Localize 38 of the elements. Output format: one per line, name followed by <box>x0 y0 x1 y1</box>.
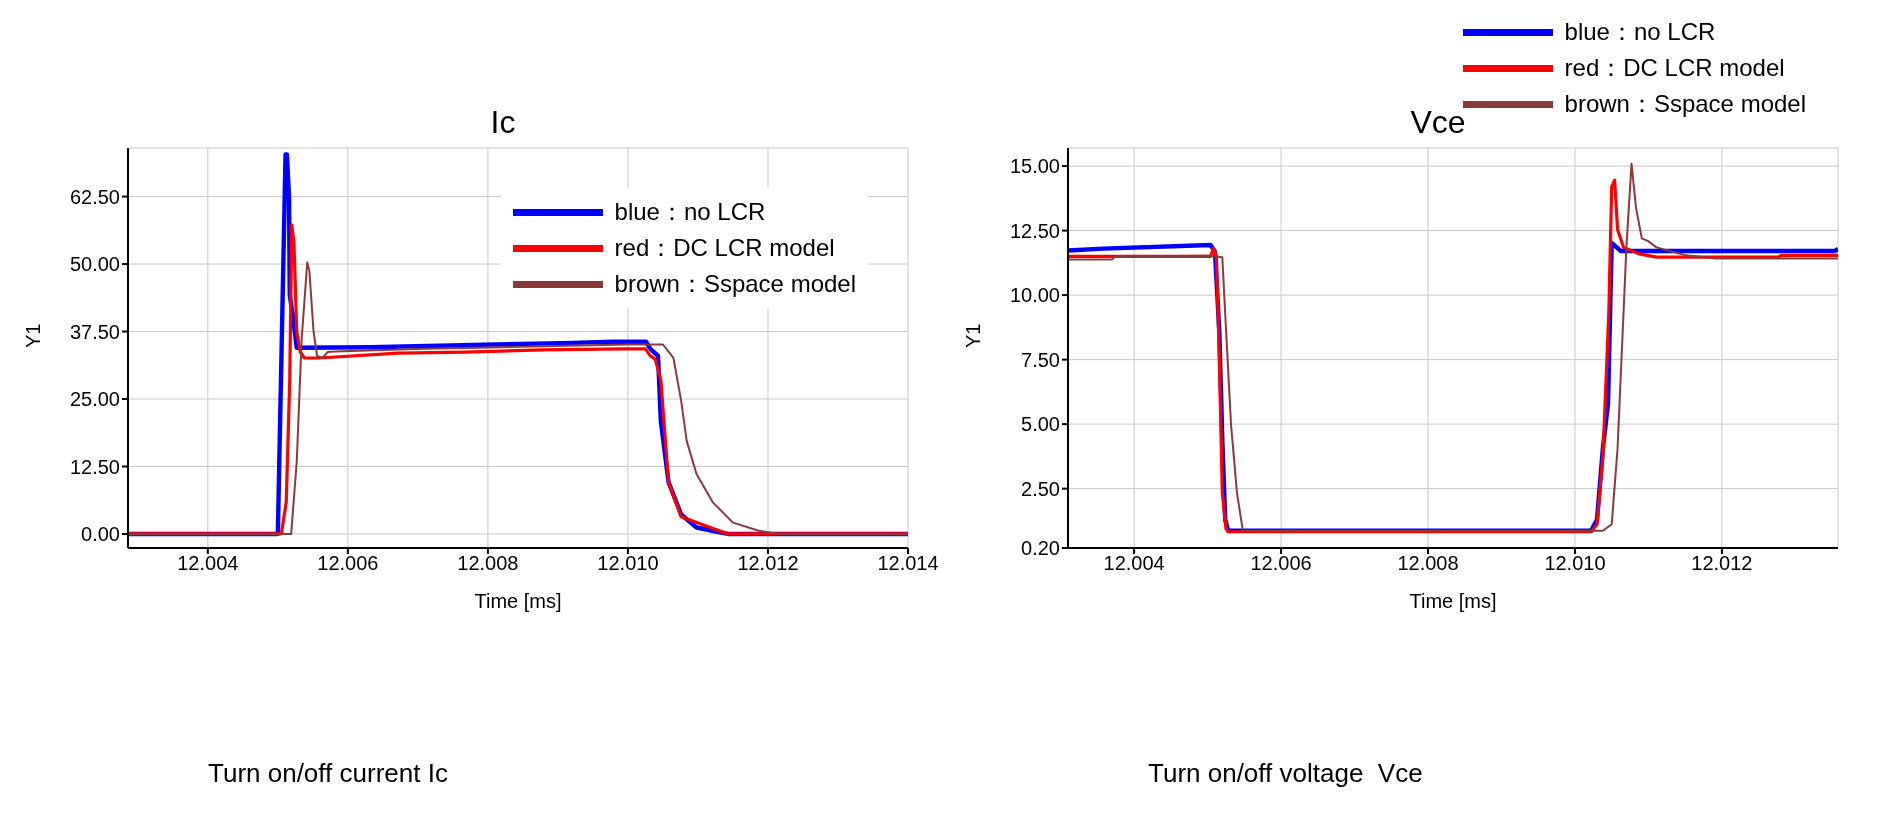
legend-label: red：DC LCR model <box>614 233 835 263</box>
text: Turn on/off voltage Vce <box>1148 758 1423 789</box>
x-tick-label: 12.006 <box>317 552 379 575</box>
x-tick-label: 12.010 <box>1544 552 1606 575</box>
x-tick-label: 12.010 <box>597 552 659 575</box>
y-tick-label: 0.20 <box>1021 537 1060 560</box>
legend-label: brown：Sspace model <box>614 269 856 299</box>
x-axis-title: Time [ms] <box>1409 590 1497 612</box>
legend-label: brown：Sspace model <box>1564 89 1806 119</box>
y-tick-label: 12.50 <box>1009 219 1060 242</box>
y-tick-label: 62.50 <box>69 185 120 208</box>
x-tick-label: 12.004 <box>177 552 239 575</box>
chart-title: Ic <box>489 104 517 141</box>
y-tick-label: 7.50 <box>1021 348 1060 371</box>
y-tick-label: 5.00 <box>1021 413 1060 436</box>
text: Turn on/off current Ic <box>208 758 448 789</box>
x-tick-label: 12.012 <box>737 552 799 575</box>
y-tick-label: 0.00 <box>81 523 120 546</box>
y-tick-label: 10.00 <box>1009 284 1060 307</box>
y-tick-label: 25.00 <box>69 388 120 411</box>
legend-label: red：DC LCR model <box>1564 53 1785 83</box>
y-tick-label: 12.50 <box>69 455 120 478</box>
y-tick-label: 2.50 <box>1021 477 1060 500</box>
chart-title: Vce <box>1410 104 1466 140</box>
y-tick-label: 50.00 <box>69 253 120 276</box>
x-tick-label: 12.004 <box>1103 552 1165 575</box>
legend-label: blue：no LCR <box>1564 17 1716 47</box>
x-axis-title: Time [ms] <box>474 590 562 612</box>
y-axis-title: Y1 <box>962 323 985 348</box>
legend-label: blue：no LCR <box>614 197 766 227</box>
x-tick-label: 12.012 <box>1691 552 1753 575</box>
x-tick-label: 12.006 <box>1250 552 1312 575</box>
y-tick-label: 15.00 <box>1009 155 1060 178</box>
y-axis-title: Y1 <box>22 323 45 348</box>
x-tick-label: 12.008 <box>1397 552 1459 575</box>
x-tick-label: 12.014 <box>877 552 939 575</box>
x-tick-label: 12.008 <box>457 552 519 575</box>
y-tick-label: 37.50 <box>69 320 120 343</box>
